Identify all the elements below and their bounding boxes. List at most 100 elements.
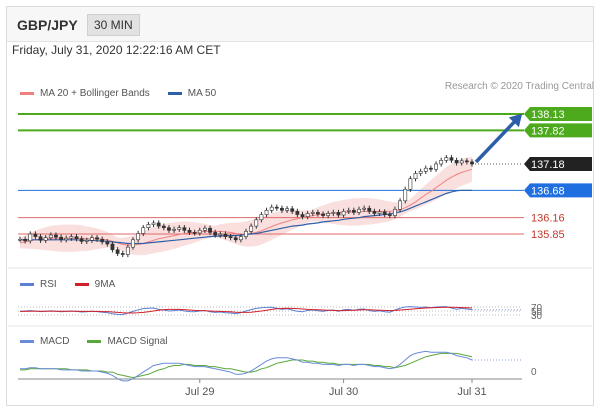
currency-pair-title: GBP/JPY bbox=[17, 17, 78, 33]
candle-body bbox=[156, 222, 161, 227]
level-tag-137.82 bbox=[524, 123, 592, 138]
candle-body bbox=[269, 206, 274, 211]
candle-body bbox=[403, 188, 408, 202]
candle-body bbox=[290, 208, 295, 212]
candle-body bbox=[84, 240, 89, 242]
candle-body bbox=[300, 214, 305, 217]
level-label-137.82: 137.82 bbox=[531, 125, 565, 137]
candle-body bbox=[362, 207, 367, 210]
candle-body bbox=[125, 246, 130, 255]
candle-body bbox=[131, 239, 135, 248]
candle-body bbox=[228, 236, 233, 238]
candle-body bbox=[54, 234, 58, 238]
macd-legend: MACD MACD Signal bbox=[20, 336, 167, 347]
level-tag-137.18 bbox=[524, 157, 592, 171]
candle-body bbox=[120, 253, 125, 255]
candle-body bbox=[192, 232, 197, 234]
candlesticks bbox=[18, 155, 474, 258]
candle-body bbox=[23, 238, 28, 242]
macd-legend-swatch bbox=[20, 340, 34, 343]
candle-body bbox=[249, 225, 254, 232]
candle-body bbox=[280, 207, 284, 211]
rsi-legend-label: RSI bbox=[40, 279, 57, 290]
candle-body bbox=[408, 178, 413, 190]
ma50-legend-swatch bbox=[167, 92, 182, 95]
candle-body bbox=[418, 171, 423, 174]
candle-body bbox=[459, 160, 464, 164]
ma50-legend-label: MA 50 bbox=[187, 88, 217, 99]
candle-body bbox=[429, 167, 433, 170]
chart-header: GBP/JPY 30 MIN bbox=[7, 7, 593, 42]
candle-body bbox=[146, 224, 151, 228]
candle-body bbox=[331, 212, 336, 214]
candle-body bbox=[372, 211, 377, 214]
candle-body bbox=[295, 211, 300, 215]
forecast-arrow bbox=[474, 113, 523, 164]
candle-body bbox=[444, 157, 449, 161]
candle-body bbox=[454, 160, 459, 164]
candle-body bbox=[28, 233, 33, 242]
candle-body bbox=[100, 238, 105, 243]
candle-body bbox=[398, 200, 402, 210]
level-label-135.85: 135.85 bbox=[531, 229, 565, 241]
candle-body bbox=[439, 160, 444, 165]
candle-body bbox=[64, 237, 69, 241]
macd-signal-line bbox=[20, 352, 473, 379]
level-label-136.16: 136.16 bbox=[531, 213, 565, 225]
candle-body bbox=[105, 241, 110, 245]
candle-body bbox=[59, 236, 63, 241]
candle-body bbox=[90, 237, 94, 241]
level-label-137.18: 137.18 bbox=[531, 159, 565, 171]
candle-body bbox=[351, 210, 356, 213]
macd-legend-label: MACD bbox=[40, 336, 70, 347]
x-tick-label: Jul 29 bbox=[185, 386, 214, 398]
rsi-legend: RSI 9MA bbox=[20, 279, 115, 290]
candle-body bbox=[18, 238, 22, 241]
candle-body bbox=[357, 208, 361, 213]
candle-body bbox=[393, 208, 397, 216]
research-credit: Research © 2020 Trading Central bbox=[444, 81, 594, 92]
candle-body bbox=[161, 225, 166, 228]
candle-body bbox=[238, 236, 243, 241]
rsi-tick-50: 50 bbox=[531, 307, 543, 318]
candle-body bbox=[346, 210, 351, 212]
candle-body bbox=[136, 233, 141, 241]
rsi-tick-70: 70 bbox=[531, 303, 543, 314]
chart-datetime: Friday, July 31, 2020 12:22:16 AM CET bbox=[12, 43, 221, 57]
macd-signal-legend-swatch bbox=[87, 340, 102, 343]
ma20-legend-label: MA 20 + Bollinger Bands bbox=[40, 88, 150, 99]
candle-body bbox=[95, 237, 99, 240]
candle-body bbox=[203, 227, 207, 231]
candle-body bbox=[74, 236, 79, 240]
candle-body bbox=[316, 212, 320, 215]
candle-body bbox=[177, 227, 182, 230]
x-tick-label: Jul 30 bbox=[329, 386, 358, 398]
x-tick-label: Jul 31 bbox=[457, 386, 486, 398]
candle-body bbox=[48, 234, 53, 238]
rsi-legend-swatch bbox=[20, 283, 34, 286]
candle-body bbox=[223, 233, 228, 237]
timeframe-badge[interactable]: 30 MIN bbox=[87, 14, 140, 36]
candle-body bbox=[259, 214, 264, 221]
candle-body bbox=[423, 167, 428, 172]
candle-body bbox=[326, 213, 331, 216]
candle-body bbox=[69, 236, 74, 239]
candle-body bbox=[434, 163, 438, 170]
candle-body bbox=[274, 206, 279, 209]
candle-body bbox=[341, 211, 346, 216]
candle-body bbox=[387, 214, 392, 216]
chart-widget: GBP/JPY 30 MIN bbox=[6, 6, 594, 406]
candle-body bbox=[208, 227, 212, 233]
x-axis: Jul 29 Jul 30 Jul 31 bbox=[185, 379, 487, 398]
macd-line bbox=[20, 350, 473, 382]
candle-body bbox=[413, 173, 418, 180]
candle-body bbox=[38, 236, 43, 241]
candle-body bbox=[182, 227, 187, 231]
candle-body bbox=[382, 211, 387, 215]
macd-tick-0: 0 bbox=[531, 367, 537, 378]
candle-body bbox=[336, 212, 341, 216]
candle-body bbox=[141, 227, 146, 234]
candle-body bbox=[264, 210, 269, 215]
level-tag-136.68 bbox=[524, 183, 592, 198]
